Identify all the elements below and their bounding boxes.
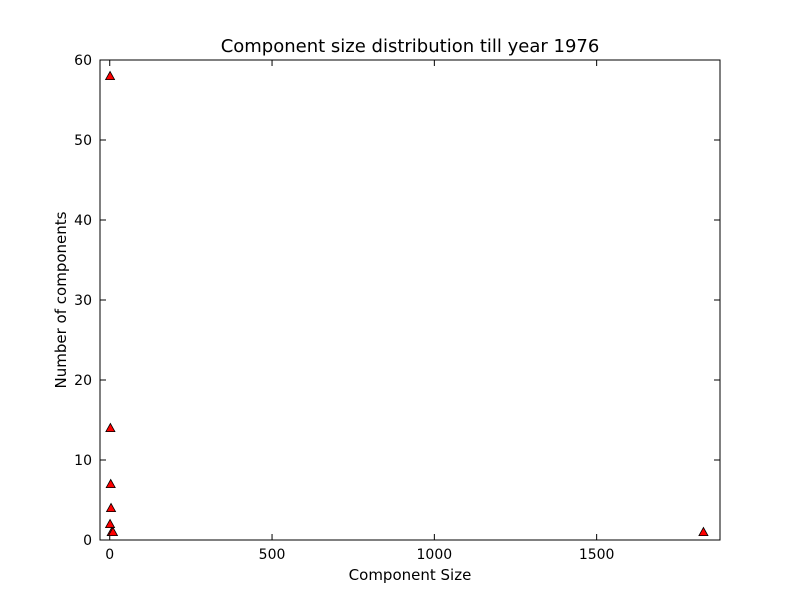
plot-area-frame [99, 59, 721, 541]
axis-ticks: 0 500 1000 1500 0 10 20 30 40 50 60 [74, 53, 720, 563]
y-tick-label: 0 [83, 533, 92, 549]
data-point-marker [107, 526, 119, 536]
data-point-marker [105, 422, 116, 433]
y-tick-label: 20 [74, 373, 92, 389]
y-tick-label: 40 [74, 213, 92, 229]
data-points [104, 70, 709, 536]
x-tick-label: 0 [105, 547, 114, 563]
data-point-marker [105, 502, 117, 513]
data-point-marker [104, 518, 116, 528]
data-point-marker [698, 526, 709, 536]
y-tick-label: 30 [74, 293, 92, 309]
x-axis-label: Component Size [349, 566, 472, 584]
x-tick-label: 500 [259, 547, 286, 563]
y-tick-label: 50 [74, 133, 92, 149]
y-axis-label: Number of components [52, 211, 70, 388]
x-tick-label: 1500 [579, 547, 615, 563]
data-point-marker [104, 70, 116, 80]
data-point-marker [105, 478, 116, 489]
y-tick-label: 10 [74, 453, 92, 469]
y-tick-label: 60 [74, 53, 92, 69]
chart-title: Component size distribution till year 19… [221, 36, 600, 57]
x-tick-label: 1000 [417, 547, 453, 563]
